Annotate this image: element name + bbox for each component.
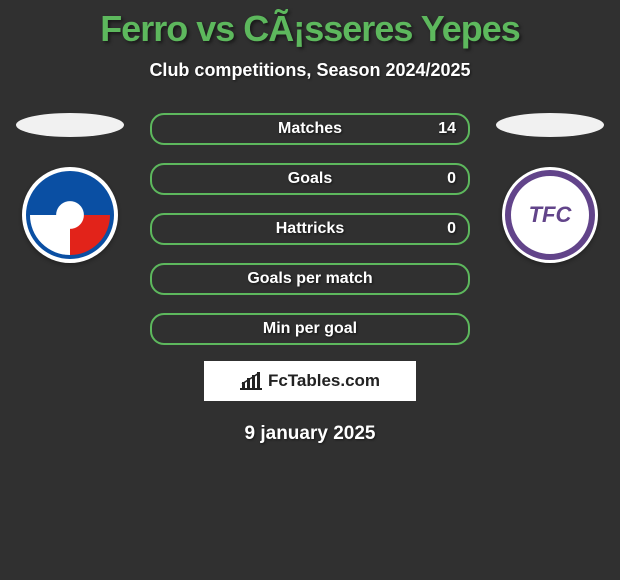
right-marker-ellipse: [496, 113, 604, 137]
stat-right-value: 0: [432, 220, 456, 238]
stat-row-goals: Goals 0: [150, 163, 470, 195]
content-row: Matches 14 Goals 0 Hattricks 0 Goals per…: [0, 111, 620, 345]
right-column: TFC: [490, 111, 610, 263]
left-club-badge: [22, 167, 118, 263]
stat-label: Min per goal: [188, 320, 432, 338]
stat-label: Hattricks: [188, 220, 432, 238]
left-column: [10, 111, 130, 263]
stat-label: Goals: [188, 170, 432, 188]
bar-chart-icon: [240, 372, 262, 390]
stat-label: Matches: [188, 120, 432, 138]
left-badge-band: [26, 207, 114, 223]
left-badge-graphic: [26, 171, 114, 259]
brand-box: FcTables.com: [204, 361, 416, 401]
page-title: Ferro vs CÃ¡sseres Yepes: [0, 0, 620, 50]
stats-list: Matches 14 Goals 0 Hattricks 0 Goals per…: [150, 113, 470, 345]
stat-label: Goals per match: [188, 270, 432, 288]
stat-right-value: 14: [432, 120, 456, 138]
footer-date: 9 january 2025: [0, 423, 620, 445]
stat-row-hattricks: Hattricks 0: [150, 213, 470, 245]
stat-right-value: 0: [432, 170, 456, 188]
right-club-badge: TFC: [502, 167, 598, 263]
stat-row-matches: Matches 14: [150, 113, 470, 145]
right-badge-text: TFC: [529, 202, 572, 228]
left-marker-ellipse: [16, 113, 124, 137]
page-subtitle: Club competitions, Season 2024/2025: [0, 60, 620, 81]
right-badge-graphic: TFC: [505, 170, 595, 260]
brand-text: FcTables.com: [268, 371, 380, 391]
stat-row-mpg: Min per goal: [150, 313, 470, 345]
comparison-card: Ferro vs CÃ¡sseres Yepes Club competitio…: [0, 0, 620, 580]
stat-row-gpm: Goals per match: [150, 263, 470, 295]
